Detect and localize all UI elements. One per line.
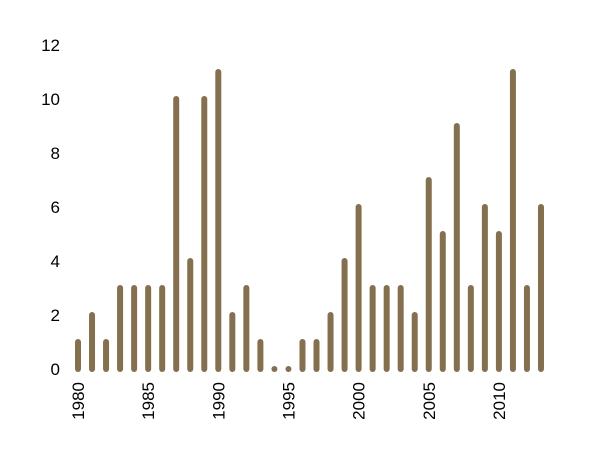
x-tick-label: 2005 <box>420 382 439 420</box>
y-tick-label: 2 <box>51 306 60 325</box>
x-tick-label: 1980 <box>69 382 88 420</box>
bar-1980 <box>75 339 81 372</box>
bars-group <box>75 69 544 372</box>
bar-1987 <box>173 96 180 372</box>
y-tick-label: 8 <box>51 144 60 163</box>
y-tick-label: 12 <box>41 36 60 55</box>
y-tick-label: 6 <box>51 198 60 217</box>
bar-2001 <box>369 285 376 372</box>
x-tick-label: 2010 <box>490 382 509 420</box>
bar-2006 <box>439 231 446 372</box>
bar-1984 <box>131 285 138 372</box>
bar-2002 <box>383 285 390 372</box>
bar-2011 <box>509 69 516 372</box>
x-tick-label: 1985 <box>139 382 158 420</box>
bar-1985 <box>145 285 152 372</box>
bar-1988 <box>187 258 194 372</box>
x-tick-label: 2000 <box>350 382 369 420</box>
bar-1989 <box>201 96 208 372</box>
bar-2013 <box>537 204 544 372</box>
y-tick-label: 4 <box>51 252 60 271</box>
bar-1993 <box>257 339 264 372</box>
bar-1997 <box>313 339 320 372</box>
bar-1994 <box>271 366 278 372</box>
bar-1999 <box>341 258 348 372</box>
x-tick-label: 1995 <box>279 382 298 420</box>
y-axis-tick-labels: 0 2 4 6 8 10 12 <box>41 36 60 379</box>
bar-2008 <box>467 285 474 372</box>
y-tick-label: 10 <box>41 90 60 109</box>
bar-2003 <box>397 285 404 372</box>
bar-2010 <box>495 231 502 372</box>
bar-2005 <box>425 177 432 372</box>
bar-2007 <box>453 123 460 372</box>
bar-1998 <box>327 312 334 372</box>
bar-2000 <box>355 204 362 372</box>
bar-1996 <box>299 339 306 372</box>
bar-2009 <box>481 204 488 372</box>
bar-1986 <box>159 285 166 372</box>
x-tick-label: 1990 <box>209 382 228 420</box>
bar-1981 <box>89 312 96 372</box>
bar-1990 <box>215 69 222 372</box>
bar-1991 <box>229 312 236 372</box>
bar-2004 <box>411 312 418 372</box>
y-tick-label: 0 <box>51 360 60 379</box>
x-axis-tick-labels: 1980 1985 1990 1995 2000 2005 2010 <box>69 382 509 420</box>
bar-1992 <box>243 285 250 372</box>
bar-1982 <box>103 339 110 372</box>
bar-2012 <box>523 285 530 372</box>
bar-1995 <box>285 366 292 372</box>
bar-1983 <box>117 285 124 372</box>
